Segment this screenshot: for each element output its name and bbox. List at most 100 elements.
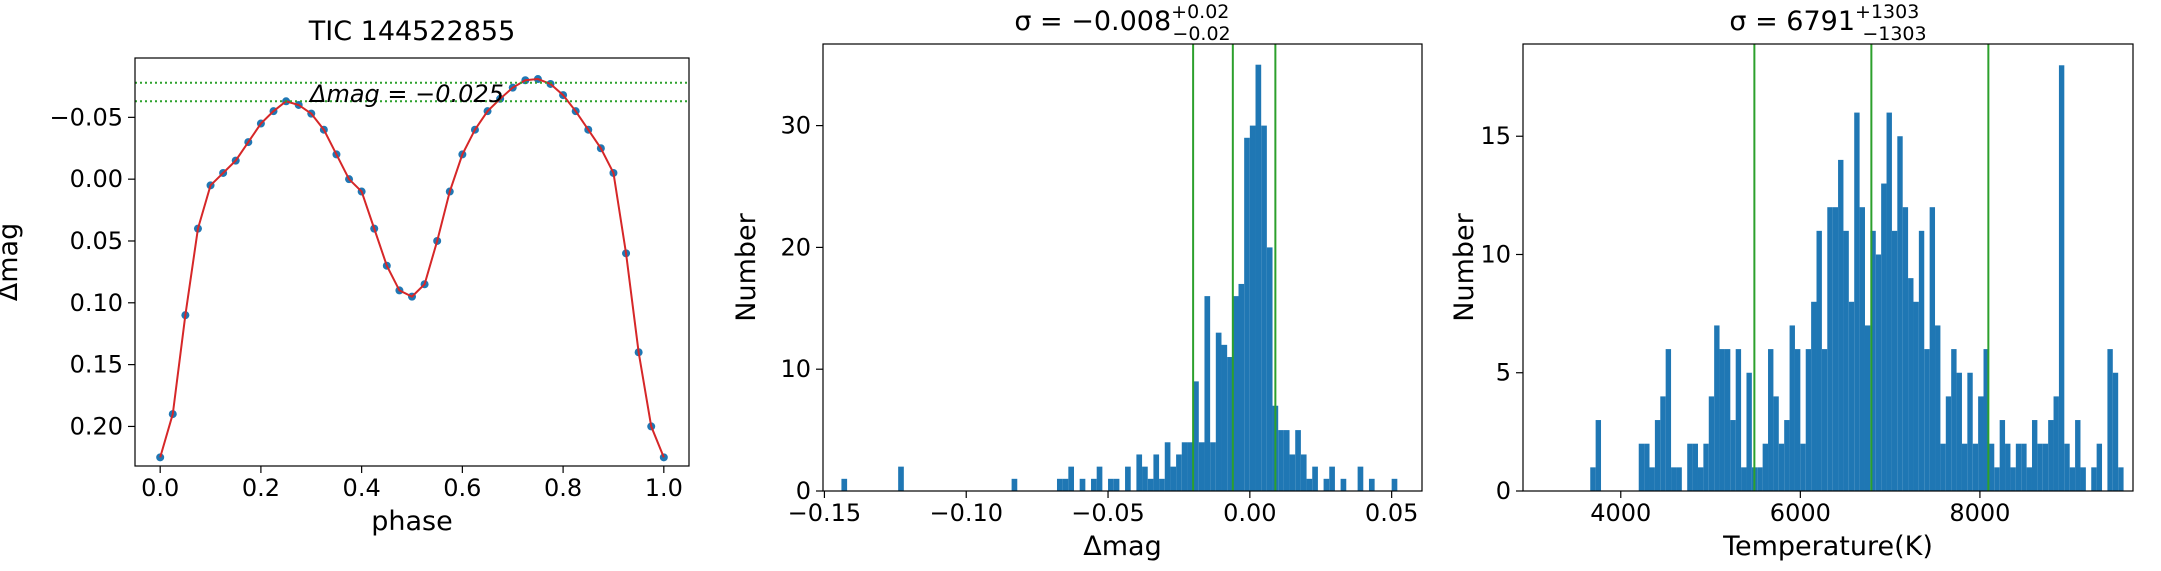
histogram-bar (1768, 349, 1774, 491)
histogram-bar (1283, 430, 1290, 491)
histogram-bar (1724, 349, 1731, 491)
y-tick-label: −0.05 (49, 103, 123, 131)
axes-frame (134, 57, 690, 467)
y-tick-label: 10 (1480, 240, 1511, 268)
histogram-bar (1956, 372, 1962, 491)
histogram-bar (1649, 467, 1655, 491)
histogram-bar (1079, 478, 1086, 491)
axes-frame (1522, 43, 2134, 492)
x-tick-label: 0.6 (443, 474, 481, 502)
histogram-bar (1261, 125, 1267, 491)
x-tick-label: 0.00 (1223, 499, 1276, 527)
x-axis-label: Δmag (1083, 531, 1161, 562)
histogram-bar (2107, 349, 2113, 491)
histogram-bar (1638, 443, 1645, 491)
histogram-bar (1972, 443, 1979, 491)
histogram-bar (1886, 112, 1892, 491)
histogram-bar (1730, 420, 1736, 491)
histogram-bar (1891, 230, 1898, 492)
histogram-bar (1323, 478, 1330, 491)
histogram-bar (1238, 283, 1245, 491)
title-sub: −0.02 (1172, 23, 1230, 45)
histogram-bar (1056, 478, 1063, 491)
histogram-bar (1113, 478, 1120, 491)
histogram-bar (1719, 349, 1725, 491)
title-main: σ = −0.008 (1014, 6, 1171, 37)
y-tick-label: 30 (780, 112, 811, 140)
histogram-bar (1125, 466, 1131, 491)
y-tick-label: 0 (796, 477, 811, 505)
histogram-bar (1940, 443, 1946, 491)
histogram-bar (1714, 325, 1720, 491)
histogram-bar (1289, 454, 1296, 491)
y-tick-label: 10 (780, 355, 811, 383)
histogram-bar (1091, 478, 1097, 491)
histogram-bar (2053, 396, 2059, 491)
y-axis-label: Δmag (0, 223, 24, 301)
histogram-bar (1368, 478, 1375, 491)
histogram-bar (1215, 332, 1222, 491)
histogram-bar (1843, 230, 1849, 492)
histogram-bar (1676, 467, 1682, 491)
histogram-bar (1870, 230, 1876, 492)
histogram-bar (1665, 349, 1672, 491)
histogram-bar (2091, 467, 2097, 491)
histogram-bar (2075, 420, 2081, 491)
x-axis-label: Temperature(K) (1722, 531, 1933, 562)
histogram-bar (1757, 467, 1763, 491)
histogram-bar (1708, 396, 1715, 491)
histogram-bar (1142, 466, 1148, 491)
histogram-bar (1951, 349, 1957, 491)
y-tick-label: 20 (780, 233, 811, 261)
histogram-bar (1595, 420, 1602, 491)
histogram-bar (1999, 420, 2006, 491)
x-tick-label: 8000 (1949, 499, 2010, 527)
histogram-bar (1811, 301, 1817, 491)
histogram-bar (1827, 207, 1833, 491)
y-tick-label: 0.00 (70, 165, 123, 193)
histogram-bar (841, 478, 848, 491)
histogram-bar (1935, 325, 1941, 491)
chart-title: σ = −0.008+0.02 −0.02 (1014, 1, 1230, 45)
histogram-bar (2058, 65, 2065, 492)
title-main: TIC 144522855 (308, 16, 516, 47)
histogram-bar (1266, 247, 1273, 491)
histogram-bar (2010, 467, 2016, 491)
histogram-bar (1329, 466, 1335, 491)
histogram-bar (2096, 443, 2103, 491)
y-axis-label: Number (731, 212, 762, 321)
histogram-bar (1193, 381, 1199, 491)
histogram-bar (1741, 467, 1747, 491)
histogram-bar (1875, 254, 1882, 491)
y-tick-label: 0 (1496, 477, 1511, 505)
histogram-bar (1838, 159, 1844, 491)
x-axis-label: phase (371, 506, 452, 537)
histogram-bar (2015, 443, 2022, 491)
histogram-bar (1908, 278, 1914, 491)
histogram-bar (2031, 420, 2038, 491)
histogram-bar (2080, 467, 2086, 491)
histogram-bar (2064, 443, 2070, 491)
annotation: Δmag = −0.025 (308, 80, 504, 108)
histogram-bar (1644, 443, 1650, 491)
histogram-bar (2042, 443, 2049, 491)
histogram-bar (2069, 467, 2076, 491)
histogram-bar (2037, 443, 2043, 491)
histogram-bar (1210, 442, 1216, 491)
histogram-bar (898, 466, 904, 491)
histogram-bar (1295, 430, 1301, 491)
histogram-bar (1357, 466, 1364, 491)
histogram-bar (1832, 207, 1839, 491)
histogram-bar (1227, 357, 1233, 491)
histogram-bar (1153, 454, 1160, 491)
histogram-bar (1164, 442, 1171, 491)
histogram-bar (1660, 396, 1666, 491)
histogram-bar (1159, 478, 1165, 491)
histogram-bar (1244, 137, 1250, 492)
title-main: σ = 6791 (1729, 6, 1855, 37)
title-sub: −1303 (1862, 23, 1926, 45)
histogram-bar (1735, 349, 1742, 491)
histogram-bar (1897, 136, 1903, 491)
x-tick-label: 6000 (1770, 499, 1831, 527)
